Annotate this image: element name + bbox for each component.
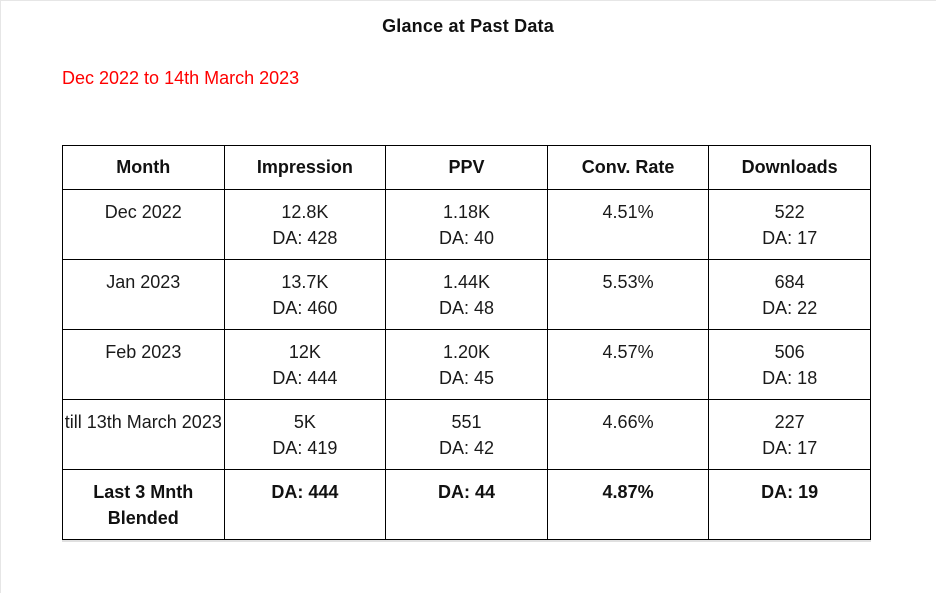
conv-rate-cell: 4.66%: [546, 399, 710, 470]
month-cell: Feb 2023: [62, 329, 225, 400]
ppv-cell: DA: 44: [385, 469, 548, 540]
value-line: 4.51%: [602, 202, 654, 222]
value-line: 522: [774, 202, 805, 222]
conv-rate-cell: 4.57%: [546, 329, 710, 400]
past-data-table: Month Impression PPV Conv. Rate Download…: [62, 145, 871, 540]
impression-cell: 5K DA: 419: [223, 399, 387, 470]
value-line: 1.18K: [442, 202, 490, 222]
da-line: DA: 42: [438, 438, 494, 458]
value-line: 4.66%: [602, 412, 654, 432]
impression-cell: DA: 444: [223, 469, 387, 540]
da-line: DA: 17: [762, 228, 818, 248]
da-line: DA: 48: [438, 298, 494, 318]
value-line: 1.44K: [442, 272, 490, 292]
da-line: DA: 428: [272, 228, 338, 248]
value-line: 684: [774, 272, 805, 292]
header-cell-impression: Impression: [223, 145, 387, 190]
table-row-jan-2023: Jan 2023 13.7K DA: 460 1.44K DA: 48 5.53% …: [62, 259, 871, 330]
value-line: 227: [774, 412, 805, 432]
downloads-cell: DA: 19: [708, 469, 871, 540]
conv-rate-cell: 4.51%: [546, 189, 710, 260]
value-line: DA: 19: [761, 482, 819, 502]
da-line: DA: 17: [762, 438, 818, 458]
ppv-cell: 551 DA: 42: [385, 399, 548, 470]
value-line: 5.53%: [602, 272, 654, 292]
header-cell-ppv: PPV: [385, 145, 548, 190]
month-cell: till 13th March 2023: [62, 399, 225, 470]
impression-cell: 12K DA: 444: [223, 329, 387, 400]
da-line: DA: 22: [762, 298, 818, 318]
header-cell-month: Month: [62, 145, 225, 190]
impression-cell: 12.8K DA: 428: [223, 189, 387, 260]
value-line: till 13th March 2023: [64, 412, 222, 432]
value-line: 506: [774, 342, 805, 362]
value-line: 5K: [293, 412, 316, 432]
da-line: DA: 18: [762, 368, 818, 388]
ppv-cell: 1.18K DA: 40: [385, 189, 548, 260]
conv-rate-cell: 4.87%: [546, 469, 710, 540]
impression-cell: 13.7K DA: 460: [223, 259, 387, 330]
downloads-cell: 522 DA: 17: [708, 189, 871, 260]
downloads-cell: 227 DA: 17: [708, 399, 871, 470]
ppv-cell: 1.20K DA: 45: [385, 329, 548, 400]
date-range-subtitle: Dec 2022 to 14th March 2023: [62, 68, 300, 88]
da-line: DA: 444: [272, 368, 338, 388]
value-line: Last 3 Mnth Blended: [93, 482, 194, 528]
ppv-cell: 1.44K DA: 48: [385, 259, 548, 330]
downloads-cell: 506 DA: 18: [708, 329, 871, 400]
da-line: DA: 45: [438, 368, 494, 388]
table-row-dec-2022: Dec 2022 12.8K DA: 428 1.18K DA: 40 4.51% …: [62, 189, 871, 260]
value-line: 12.8K: [281, 202, 329, 222]
table-header-row: Month Impression PPV Conv. Rate Download…: [62, 145, 871, 190]
value-line: Dec 2022: [104, 202, 182, 222]
value-line: 4.87%: [602, 482, 654, 502]
downloads-cell: 684 DA: 22: [708, 259, 871, 330]
header-cell-conv-rate: Conv. Rate: [546, 145, 710, 190]
value-line: Feb 2023: [105, 342, 182, 362]
conv-rate-cell: 5.53%: [546, 259, 710, 330]
value-line: 551: [451, 412, 482, 432]
month-cell: Jan 2023: [62, 259, 225, 330]
value-line: DA: 44: [437, 482, 495, 502]
value-line: 4.57%: [602, 342, 654, 362]
month-cell: Last 3 Mnth Blended: [62, 469, 225, 540]
value-line: DA: 444: [271, 482, 339, 502]
page-title: Glance at Past Data: [382, 16, 554, 36]
table-row-till-13th-march-2023: till 13th March 2023 5K DA: 419 551 DA: 42…: [62, 399, 871, 470]
value-line: Jan 2023: [106, 272, 181, 292]
month-cell: Dec 2022: [62, 189, 225, 260]
value-line: 1.20K: [442, 342, 490, 362]
da-line: DA: 419: [272, 438, 338, 458]
value-line: 13.7K: [281, 272, 329, 292]
da-line: DA: 40: [438, 228, 494, 248]
table-row-feb-2023: Feb 2023 12K DA: 444 1.20K DA: 45 4.57% 50…: [62, 329, 871, 400]
da-line: DA: 460: [272, 298, 338, 318]
value-line: 12K: [288, 342, 321, 362]
table-row-last-3-month-blended: Last 3 Mnth Blended DA: 444 DA: 44 4.87%…: [62, 469, 871, 540]
header-cell-downloads: Downloads: [708, 145, 871, 190]
